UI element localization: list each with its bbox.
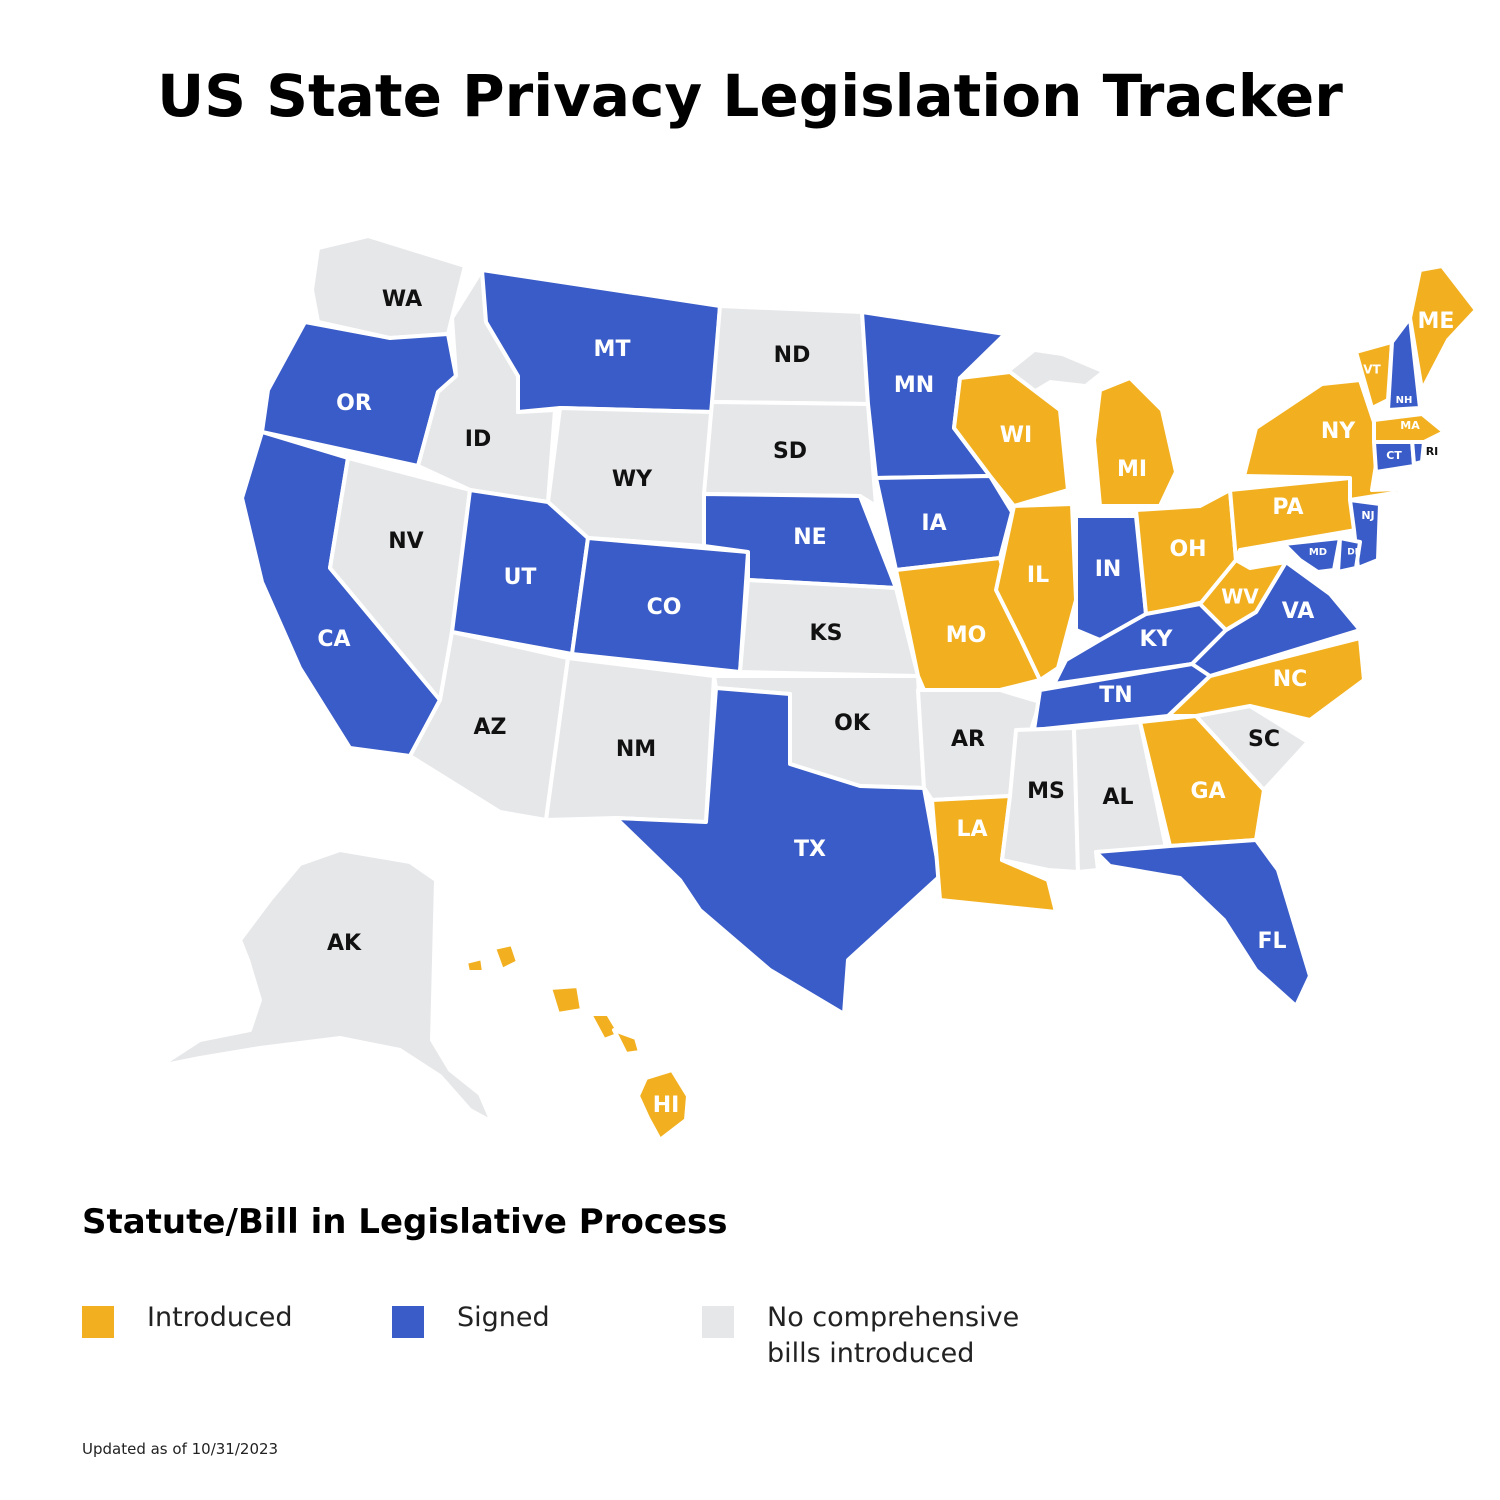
state-label-wa: WA	[382, 287, 422, 312]
state-pa	[1228, 476, 1358, 562]
legend: Introduced Signed No comprehensive bills…	[82, 1300, 1382, 1390]
state-label-fl: FL	[1257, 929, 1286, 954]
state-label-nc: NC	[1273, 667, 1308, 692]
state-label-wy: WY	[612, 467, 653, 492]
state-label-il: IL	[1027, 563, 1049, 588]
state-label-oh: OH	[1169, 537, 1206, 562]
state-label-nv: NV	[388, 529, 423, 554]
state-ak	[158, 848, 494, 1124]
state-de	[1336, 536, 1362, 574]
state-label-ga: GA	[1190, 779, 1225, 804]
state-label-md: MD	[1309, 547, 1327, 558]
state-label-ca: CA	[317, 627, 350, 652]
state-me	[1408, 264, 1478, 392]
state-hi	[492, 942, 520, 972]
state-md	[1282, 536, 1342, 574]
state-fl	[1094, 838, 1312, 1008]
great-lakes	[1010, 352, 1100, 392]
state-label-nj: NJ	[1361, 509, 1374, 522]
state-label-ri: RI	[1426, 445, 1439, 458]
state-hi	[548, 984, 584, 1016]
state-label-ky: KY	[1140, 627, 1174, 652]
state-label-ct: CT	[1386, 449, 1402, 462]
legend-label-none: No comprehensive bills introduced	[767, 1302, 1020, 1369]
state-label-tx: TX	[794, 837, 826, 862]
state-label-in: IN	[1095, 557, 1122, 582]
state-label-ut: UT	[504, 565, 537, 590]
state-label-ia: IA	[921, 511, 946, 536]
state-label-hi: HI	[653, 1093, 680, 1118]
state-label-ma: MA	[1400, 419, 1420, 432]
state-il	[994, 502, 1078, 682]
legend-swatch-none	[702, 1306, 734, 1338]
state-hi	[464, 956, 486, 974]
state-hi	[636, 1068, 690, 1142]
state-label-mi: MI	[1117, 457, 1147, 482]
state-label-nm: NM	[616, 737, 656, 762]
state-label-mn: MN	[894, 373, 934, 398]
legend-swatch-introduced	[82, 1306, 114, 1338]
state-label-co: CO	[647, 595, 682, 620]
state-label-ms: MS	[1027, 779, 1065, 804]
state-label-az: AZ	[474, 715, 507, 740]
state-label-va: VA	[1282, 599, 1315, 624]
state-label-id: ID	[465, 427, 491, 452]
legend-label-introduced: Introduced	[147, 1302, 293, 1333]
state-wi	[952, 370, 1070, 508]
state-label-nh: NH	[1396, 395, 1413, 406]
legend-swatch-signed	[392, 1306, 424, 1338]
state-label-ny: NY	[1321, 419, 1356, 444]
state-label-ks: KS	[810, 621, 843, 646]
state-sd	[702, 400, 878, 508]
state-ma	[1372, 412, 1446, 444]
us-map-svg: WA OR CA ID NV MT WY UT AZ CO NM ND SD NE KS OK TX MN IA MO…	[158, 234, 1478, 1142]
state-label-tn: TN	[1099, 683, 1132, 708]
state-label-or: OR	[336, 391, 372, 416]
state-tx	[614, 686, 942, 1016]
state-label-mt: MT	[594, 337, 631, 362]
state-label-wi: WI	[1000, 423, 1032, 448]
state-label-pa: PA	[1272, 495, 1303, 520]
state-label-al: AL	[1102, 785, 1133, 810]
state-label-sc: SC	[1248, 727, 1280, 752]
state-hi	[464, 942, 690, 1142]
state-labels: WA OR CA ID NV MT WY UT AZ CO NM ND SD NE KS OK TX MN IA MO…	[317, 287, 1454, 1118]
state-hi	[612, 1028, 642, 1056]
state-label-ar: AR	[951, 727, 985, 752]
state-label-ak: AK	[327, 931, 362, 956]
state-label-me: ME	[1418, 309, 1455, 334]
state-mi	[1092, 376, 1178, 508]
state-label-vt: VT	[1363, 363, 1381, 377]
page-title: US State Privacy Legislation Tracker	[157, 62, 1343, 130]
state-label-ne: NE	[793, 525, 826, 550]
state-label-nd: ND	[774, 343, 811, 368]
state-label-sd: SD	[773, 439, 807, 464]
us-map: WA OR CA ID NV MT WY UT AZ CO NM ND SD NE KS OK TX MN IA MO…	[158, 234, 1478, 1142]
state-label-de: DE	[1347, 548, 1361, 558]
legend-label-signed: Signed	[457, 1302, 550, 1333]
state-label-wv: WV	[1221, 585, 1259, 609]
state-label-mo: MO	[946, 623, 987, 648]
legend-title: Statute/Bill in Legislative Process	[82, 1202, 728, 1242]
updated-note: Updated as of 10/31/2023	[82, 1440, 279, 1458]
state-label-la: LA	[956, 817, 987, 842]
state-label-ok: OK	[834, 711, 871, 736]
